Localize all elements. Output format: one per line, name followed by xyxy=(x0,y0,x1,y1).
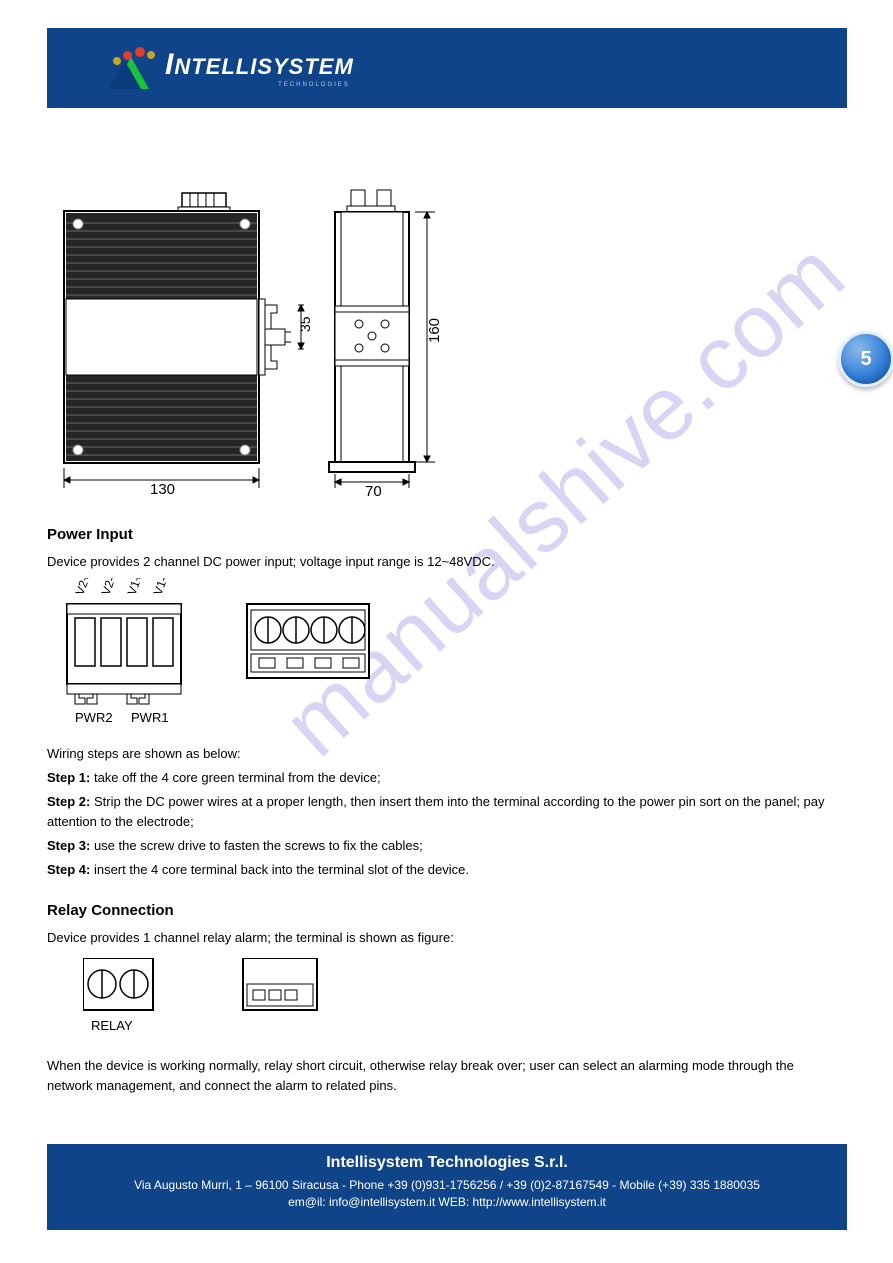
logo-wordmark: INTELLISYSTEM xyxy=(165,48,354,82)
svg-text:V1+: V1+ xyxy=(125,578,146,597)
svg-text:V2+: V2+ xyxy=(73,578,94,597)
header-bar: INTELLISYSTEM TECHNOLOGIES xyxy=(47,28,847,108)
power-intro-text: Device provides 2 channel DC power input… xyxy=(47,552,807,572)
relay-after-text: When the device is working normally, rel… xyxy=(47,1056,837,1096)
svg-text:PWR1: PWR1 xyxy=(131,710,169,725)
enclosure-dimensions-figure: 35 130 xyxy=(52,188,472,518)
power-steps-intro: Wiring steps are shown as below: xyxy=(47,744,807,764)
relay-intro-text: Device provides 1 channel relay alarm; t… xyxy=(47,928,807,948)
relay-terminal-figure: RELAY xyxy=(83,958,343,1048)
dim-rail: 35 xyxy=(297,316,313,332)
svg-text:V2-: V2- xyxy=(99,578,119,597)
power-step-1: Step 1: take off the 4 core green termin… xyxy=(47,768,807,788)
brand-logo: INTELLISYSTEM TECHNOLOGIES xyxy=(107,43,354,93)
footer-bar: Intellisystem Technologies S.r.l. Via Au… xyxy=(47,1144,847,1230)
footer-contact: em@il: info@intellisystem.it WEB: http:/… xyxy=(47,1195,847,1209)
svg-text:V1-: V1- xyxy=(151,578,171,597)
power-step-3: Step 3: use the screw drive to fasten th… xyxy=(47,836,807,856)
footer-address: Via Augusto Murri, 1 – 96100 Siracusa - … xyxy=(47,1178,847,1192)
dim-width: 130 xyxy=(150,481,175,498)
logo-mark-icon xyxy=(107,43,157,93)
footer-company: Intellisystem Technologies S.r.l. xyxy=(47,1154,847,1172)
dim-height: 160 xyxy=(426,318,443,343)
dim-depth: 70 xyxy=(365,483,382,500)
heading-power-input: Power Input xyxy=(47,526,133,543)
svg-text:RELAY: RELAY xyxy=(91,1018,133,1033)
heading-relay: Relay Connection xyxy=(47,902,174,919)
power-step-2: Step 2: Strip the DC power wires at a pr… xyxy=(47,792,827,832)
svg-text:PWR2: PWR2 xyxy=(75,710,113,725)
power-terminal-figure: V2+ V2- V1+ V1- PWR2 PWR1 xyxy=(61,578,391,738)
power-step-4: Step 4: insert the 4 core terminal back … xyxy=(47,860,807,880)
page-number: 5 xyxy=(860,348,871,371)
logo-subtext: TECHNOLOGIES xyxy=(278,82,350,88)
